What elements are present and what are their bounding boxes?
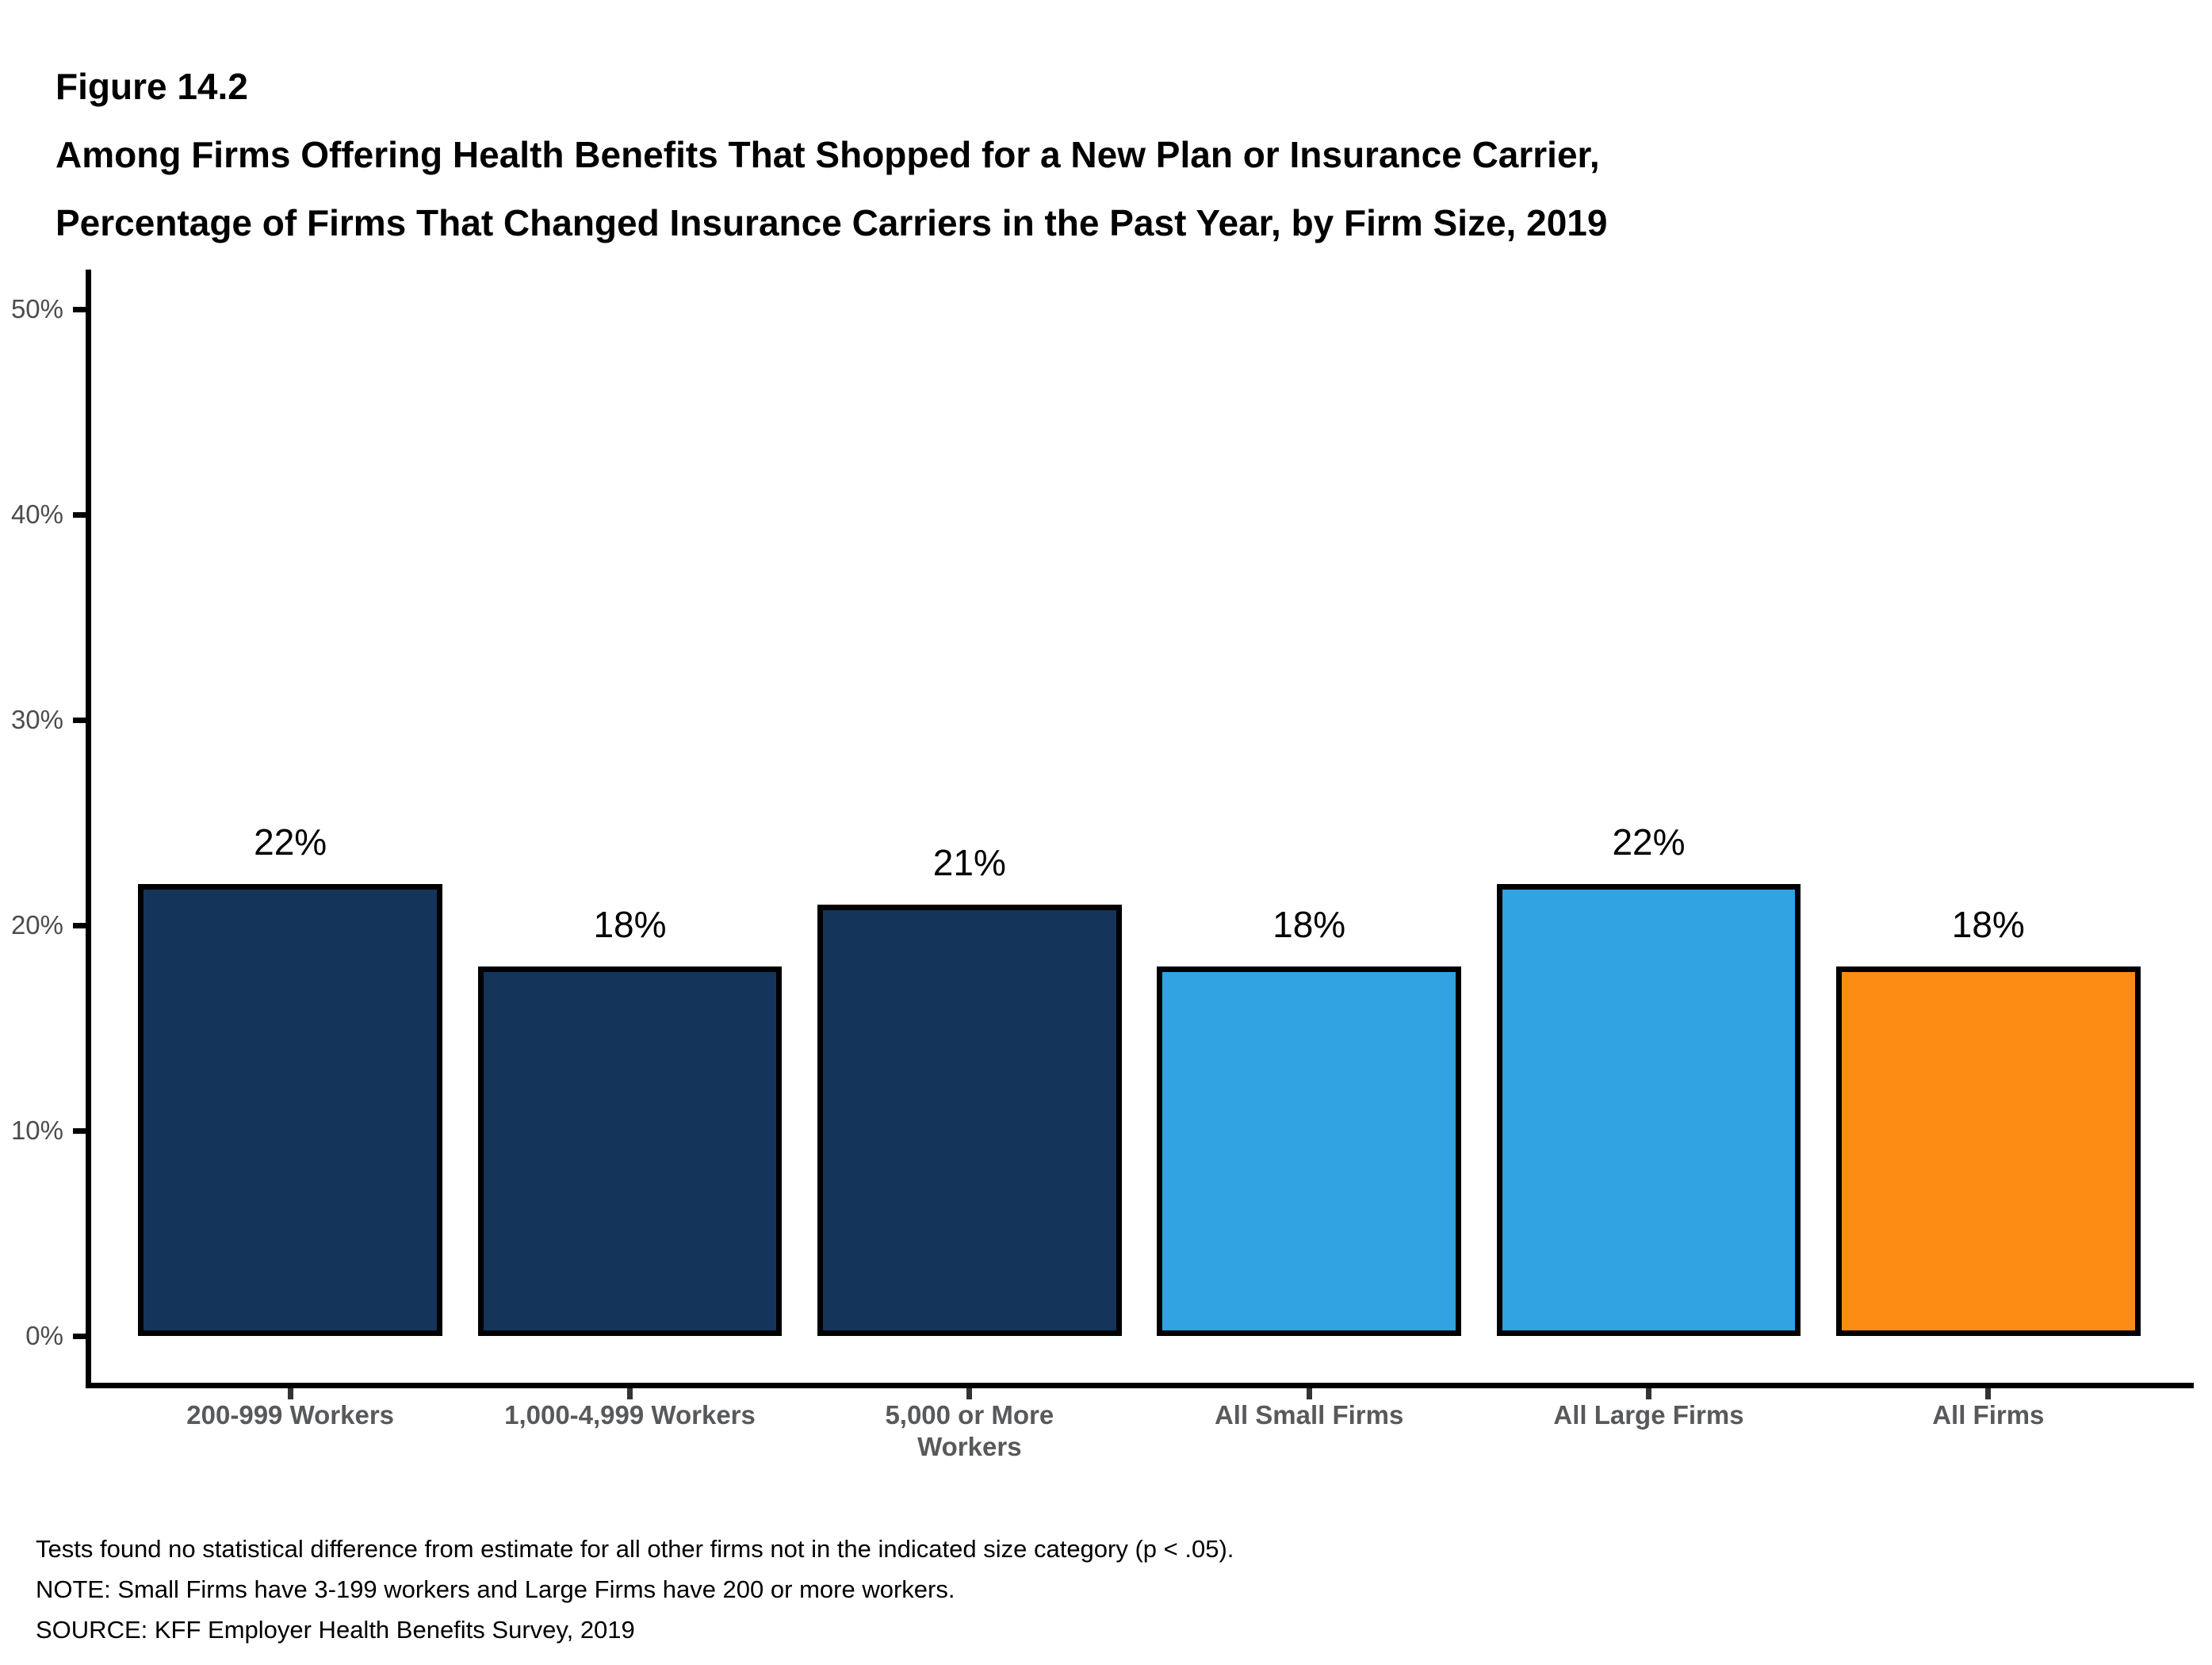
footnote-stat-test: Tests found no statistical difference fr… <box>36 1535 1234 1563</box>
figure-label: Figure 14.2 <box>55 66 248 107</box>
x-tick <box>1306 1388 1312 1399</box>
y-axis-line <box>86 270 91 1388</box>
bars-row: 22% 18% 21% 18% 22% 18% <box>121 309 2158 1336</box>
x-category-label: 200-999 Workers <box>186 1400 395 1430</box>
y-tick-label: 0% <box>25 1321 63 1350</box>
y-tick <box>73 717 86 723</box>
y-tick-label: 30% <box>10 705 63 734</box>
x-category-label: All Small Firms <box>1214 1400 1404 1430</box>
footnote-source: SOURCE: KFF Employer Health Benefits Sur… <box>36 1616 635 1644</box>
y-tick <box>73 306 86 312</box>
bar-slot: 18% <box>460 309 799 1336</box>
y-tick <box>73 1127 86 1134</box>
bar <box>1835 966 2141 1336</box>
y-tick-label: 40% <box>10 500 63 529</box>
x-tick <box>627 1388 633 1399</box>
y-tick-label: 10% <box>10 1116 63 1145</box>
figure-title-line-1: Among Firms Offering Health Benefits Tha… <box>55 134 1600 175</box>
bar-value-label: 18% <box>593 903 667 945</box>
y-tick <box>73 1333 86 1339</box>
x-axis-labels: 200-999 Workers 1,000-4,999 Workers 5,000 … <box>121 1399 2158 1463</box>
x-tick <box>1985 1388 1992 1399</box>
bar <box>477 966 783 1336</box>
bar-slot: 22% <box>121 309 460 1336</box>
bar-slot: 21% <box>800 309 1139 1336</box>
bar-value-label: 18% <box>1272 903 1346 945</box>
x-category-label: All Firms <box>1932 1400 2045 1430</box>
x-category-label: 5,000 or More Workers <box>885 1400 1054 1461</box>
bar-value-label: 22% <box>254 821 327 863</box>
bar <box>817 905 1122 1336</box>
figure-title-line-2: Percentage of Firms That Changed Insuran… <box>55 202 1608 243</box>
bar-slot: 22% <box>1479 309 1818 1336</box>
x-tick <box>1646 1388 1651 1399</box>
x-category-label: All Large Firms <box>1553 1400 1744 1430</box>
bar <box>1496 884 1801 1336</box>
bar-value-label: 18% <box>1951 903 2025 945</box>
figure-title-block: Figure 14.2 Among Firms Offering Health … <box>55 52 1607 257</box>
y-tick-label: 50% <box>10 294 63 323</box>
bar <box>1157 966 1462 1336</box>
x-tick <box>966 1388 973 1399</box>
y-tick <box>73 922 86 928</box>
bar-slot: 18% <box>1819 309 2158 1336</box>
y-tick-label: 20% <box>10 910 63 940</box>
x-axis-line <box>86 1383 2194 1388</box>
bar-value-label: 22% <box>1612 821 1686 863</box>
x-category-label: 1,000-4,999 Workers <box>504 1400 756 1430</box>
bar <box>138 884 443 1336</box>
bar-slot: 18% <box>1139 309 1479 1336</box>
footnote-note: NOTE: Small Firms have 3-199 workers and… <box>36 1575 955 1603</box>
plot-area: 0% 10% 20% 30% 40% 50% 22% 18% 21% 18% 22% 18% <box>11 270 2194 1399</box>
y-tick <box>73 511 86 518</box>
footnotes: Tests found no statistical difference fr… <box>36 1529 1234 1650</box>
x-tick <box>287 1388 293 1399</box>
bar-value-label: 21% <box>932 842 1006 884</box>
